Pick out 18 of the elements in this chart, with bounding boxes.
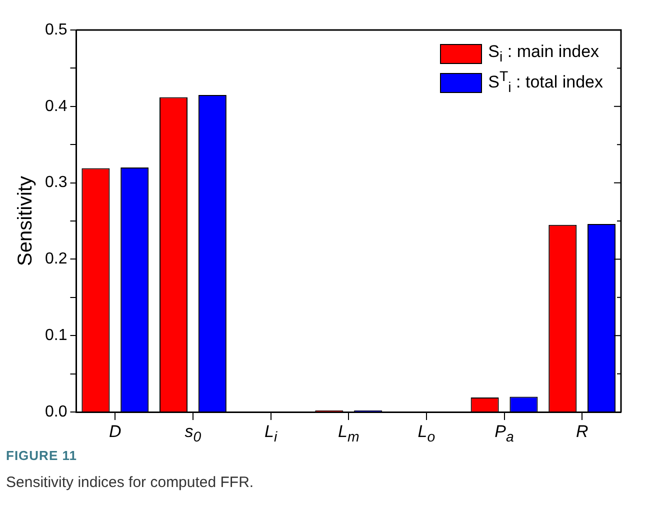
- x-tick-label: R: [576, 422, 588, 442]
- y-tick-label: 0.1: [44, 327, 68, 344]
- y-tick-label: 0.3: [44, 174, 68, 192]
- x-tick-label: L$_{m}$: [338, 422, 360, 446]
- x-tick-label: L$_{o}$: [418, 422, 436, 446]
- y-tick-label: 0.2: [44, 250, 68, 268]
- y-tick-label: 0.4: [44, 98, 68, 115]
- caption: FIGURE 11: [6, 448, 77, 463]
- x-tick-label: L$_{i}$: [264, 422, 278, 446]
- y-axis-title: Sensitivity: [14, 176, 37, 266]
- legend-label: S$_{i}$ : main index: [488, 42, 600, 66]
- x-tick-label: P$_{a}$: [494, 422, 514, 446]
- x-tick-label: s$_{0}$: [184, 422, 202, 446]
- legend-label: S$^{T}$$_{i}$ : total index: [488, 69, 603, 96]
- y-tick-label: 0.5: [44, 21, 68, 38]
- x-tick-label: D: [109, 422, 122, 442]
- text: Sensitivity indices for computed FFR.: [6, 474, 254, 491]
- y-tick-label: 0.0: [44, 403, 68, 420]
